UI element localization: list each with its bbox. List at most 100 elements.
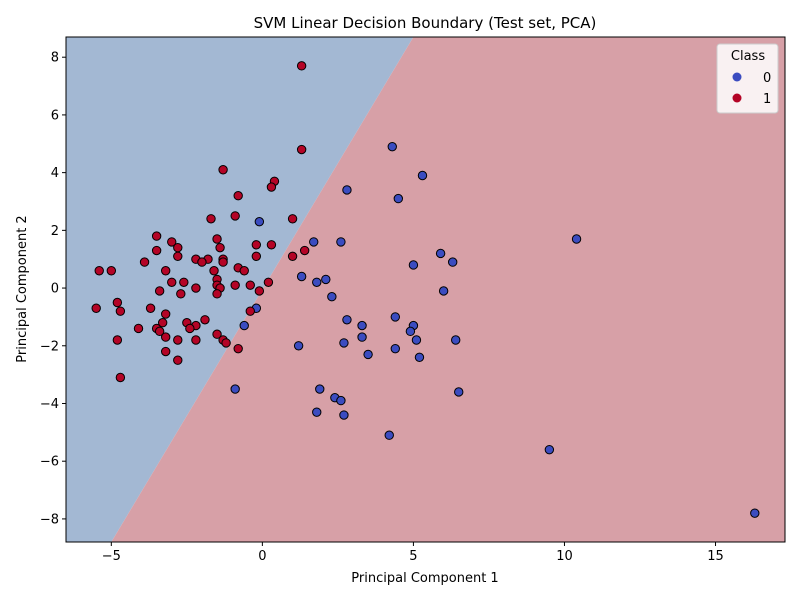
data-point-class-1 xyxy=(167,277,177,287)
data-point-class-1 xyxy=(115,372,126,383)
data-point-class-0 xyxy=(435,248,446,259)
legend-box xyxy=(716,43,779,114)
data-point-class-1 xyxy=(239,266,249,276)
y-tick-label: −8 xyxy=(40,512,59,527)
data-point-class-1 xyxy=(296,61,307,71)
data-point-class-0 xyxy=(230,384,240,394)
data-point-class-1 xyxy=(133,323,144,334)
data-point-class-1 xyxy=(179,277,189,287)
data-point-class-0 xyxy=(239,320,249,331)
data-point-class-1 xyxy=(197,257,207,267)
data-point-class-0 xyxy=(312,277,322,287)
data-point-class-1 xyxy=(173,355,183,365)
data-point-class-0 xyxy=(544,444,555,455)
data-point-class-0 xyxy=(357,320,367,331)
data-point-class-1 xyxy=(94,266,104,276)
data-point-class-0 xyxy=(750,508,760,518)
data-point-class-1 xyxy=(160,266,171,276)
y-tick-label: −2 xyxy=(40,339,59,354)
data-point-class-0 xyxy=(336,395,346,406)
data-point-class-0 xyxy=(309,237,319,247)
data-point-class-1 xyxy=(230,211,240,221)
data-point-class-0 xyxy=(296,271,307,282)
data-point-class-0 xyxy=(336,237,346,247)
y-tick-label: 4 xyxy=(51,166,59,181)
decision-region-class-1 xyxy=(111,37,785,542)
data-point-class-1 xyxy=(218,165,228,175)
data-point-class-0 xyxy=(342,185,352,195)
x-axis-label: Principal Component 1 xyxy=(351,571,498,586)
legend-marker-class-0 xyxy=(732,72,742,82)
data-point-class-0 xyxy=(571,234,582,244)
data-point-class-1 xyxy=(154,326,165,337)
data-point-class-1 xyxy=(91,303,101,313)
data-point-class-1 xyxy=(299,245,310,256)
data-point-class-1 xyxy=(176,289,186,299)
data-point-class-1 xyxy=(106,266,117,276)
data-point-class-0 xyxy=(408,260,419,270)
data-point-class-1 xyxy=(233,343,243,354)
data-point-class-0 xyxy=(393,193,404,204)
y-tick-label: 6 xyxy=(51,108,59,123)
data-point-class-0 xyxy=(321,274,331,285)
data-point-class-1 xyxy=(218,257,228,267)
data-point-class-0 xyxy=(363,349,373,360)
data-point-class-0 xyxy=(339,410,349,420)
data-point-class-0 xyxy=(315,384,325,394)
y-tick-label: 2 xyxy=(51,224,59,239)
data-point-class-1 xyxy=(173,242,183,253)
data-point-class-1 xyxy=(212,289,222,299)
data-point-class-1 xyxy=(200,315,210,325)
data-point-class-1 xyxy=(263,277,274,287)
data-point-class-0 xyxy=(357,332,367,342)
legend-marker-class-1 xyxy=(732,93,742,103)
y-axis-label: Principal Component 2 xyxy=(15,215,30,362)
data-point-class-1 xyxy=(151,245,162,256)
data-point-class-1 xyxy=(287,214,298,224)
x-tick-label: 0 xyxy=(258,549,266,564)
data-point-class-1 xyxy=(191,335,201,345)
data-point-class-0 xyxy=(293,341,304,351)
x-tick-label: 15 xyxy=(707,549,724,564)
data-point-class-1 xyxy=(157,317,168,328)
data-point-class-1 xyxy=(173,251,183,262)
data-point-class-1 xyxy=(160,346,171,357)
data-point-class-1 xyxy=(139,257,150,267)
data-point-class-1 xyxy=(151,231,162,241)
legend-label-class-1: 1 xyxy=(763,92,771,107)
data-point-class-1 xyxy=(185,323,195,334)
data-point-class-1 xyxy=(145,303,156,313)
data-point-class-0 xyxy=(339,338,349,348)
data-point-class-0 xyxy=(390,343,400,354)
data-point-class-1 xyxy=(230,280,240,290)
y-tick-label: 8 xyxy=(51,51,59,66)
chart-title: SVM Linear Decision Boundary (Test set, … xyxy=(254,14,597,32)
data-point-class-0 xyxy=(405,326,416,337)
legend-label-class-0: 0 xyxy=(763,71,771,86)
data-point-class-1 xyxy=(112,335,123,345)
data-point-class-0 xyxy=(390,312,400,322)
data-point-class-0 xyxy=(451,335,461,345)
data-point-class-1 xyxy=(296,144,307,155)
data-point-class-1 xyxy=(209,266,219,276)
decision-region-class-0 xyxy=(66,37,414,542)
data-point-class-1 xyxy=(266,182,277,192)
data-point-class-1 xyxy=(191,283,201,293)
data-point-class-1 xyxy=(115,306,126,316)
data-point-class-1 xyxy=(254,286,265,296)
data-point-class-1 xyxy=(167,237,177,247)
data-point-class-1 xyxy=(212,234,222,244)
data-point-class-1 xyxy=(112,297,123,308)
data-point-class-1 xyxy=(251,240,262,250)
legend: Class 0 1 xyxy=(716,43,779,114)
data-point-class-0 xyxy=(342,315,352,325)
data-point-class-0 xyxy=(384,430,394,440)
y-tick-label: −6 xyxy=(40,455,59,470)
data-point-class-1 xyxy=(251,251,262,262)
data-point-class-1 xyxy=(266,240,277,250)
data-point-class-1 xyxy=(154,286,165,296)
data-point-class-1 xyxy=(160,332,171,342)
data-point-class-0 xyxy=(254,216,265,227)
